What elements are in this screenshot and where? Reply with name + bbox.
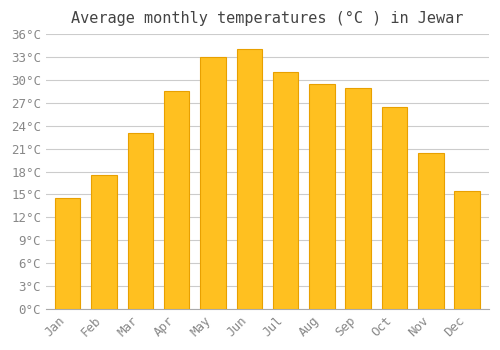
Bar xyxy=(382,107,407,309)
Bar xyxy=(236,49,262,309)
Bar xyxy=(346,88,371,309)
Bar xyxy=(273,72,298,309)
Bar xyxy=(309,84,334,309)
Title: Average monthly temperatures (°C ) in Jewar: Average monthly temperatures (°C ) in Je… xyxy=(71,11,464,26)
Bar xyxy=(200,57,226,309)
Bar xyxy=(92,175,117,309)
Bar xyxy=(128,133,153,309)
Bar xyxy=(454,191,480,309)
Bar xyxy=(55,198,80,309)
Bar xyxy=(164,91,190,309)
Bar xyxy=(418,153,444,309)
